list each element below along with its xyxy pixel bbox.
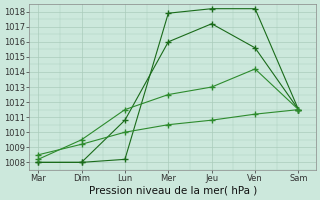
- X-axis label: Pression niveau de la mer( hPa ): Pression niveau de la mer( hPa ): [89, 186, 257, 196]
